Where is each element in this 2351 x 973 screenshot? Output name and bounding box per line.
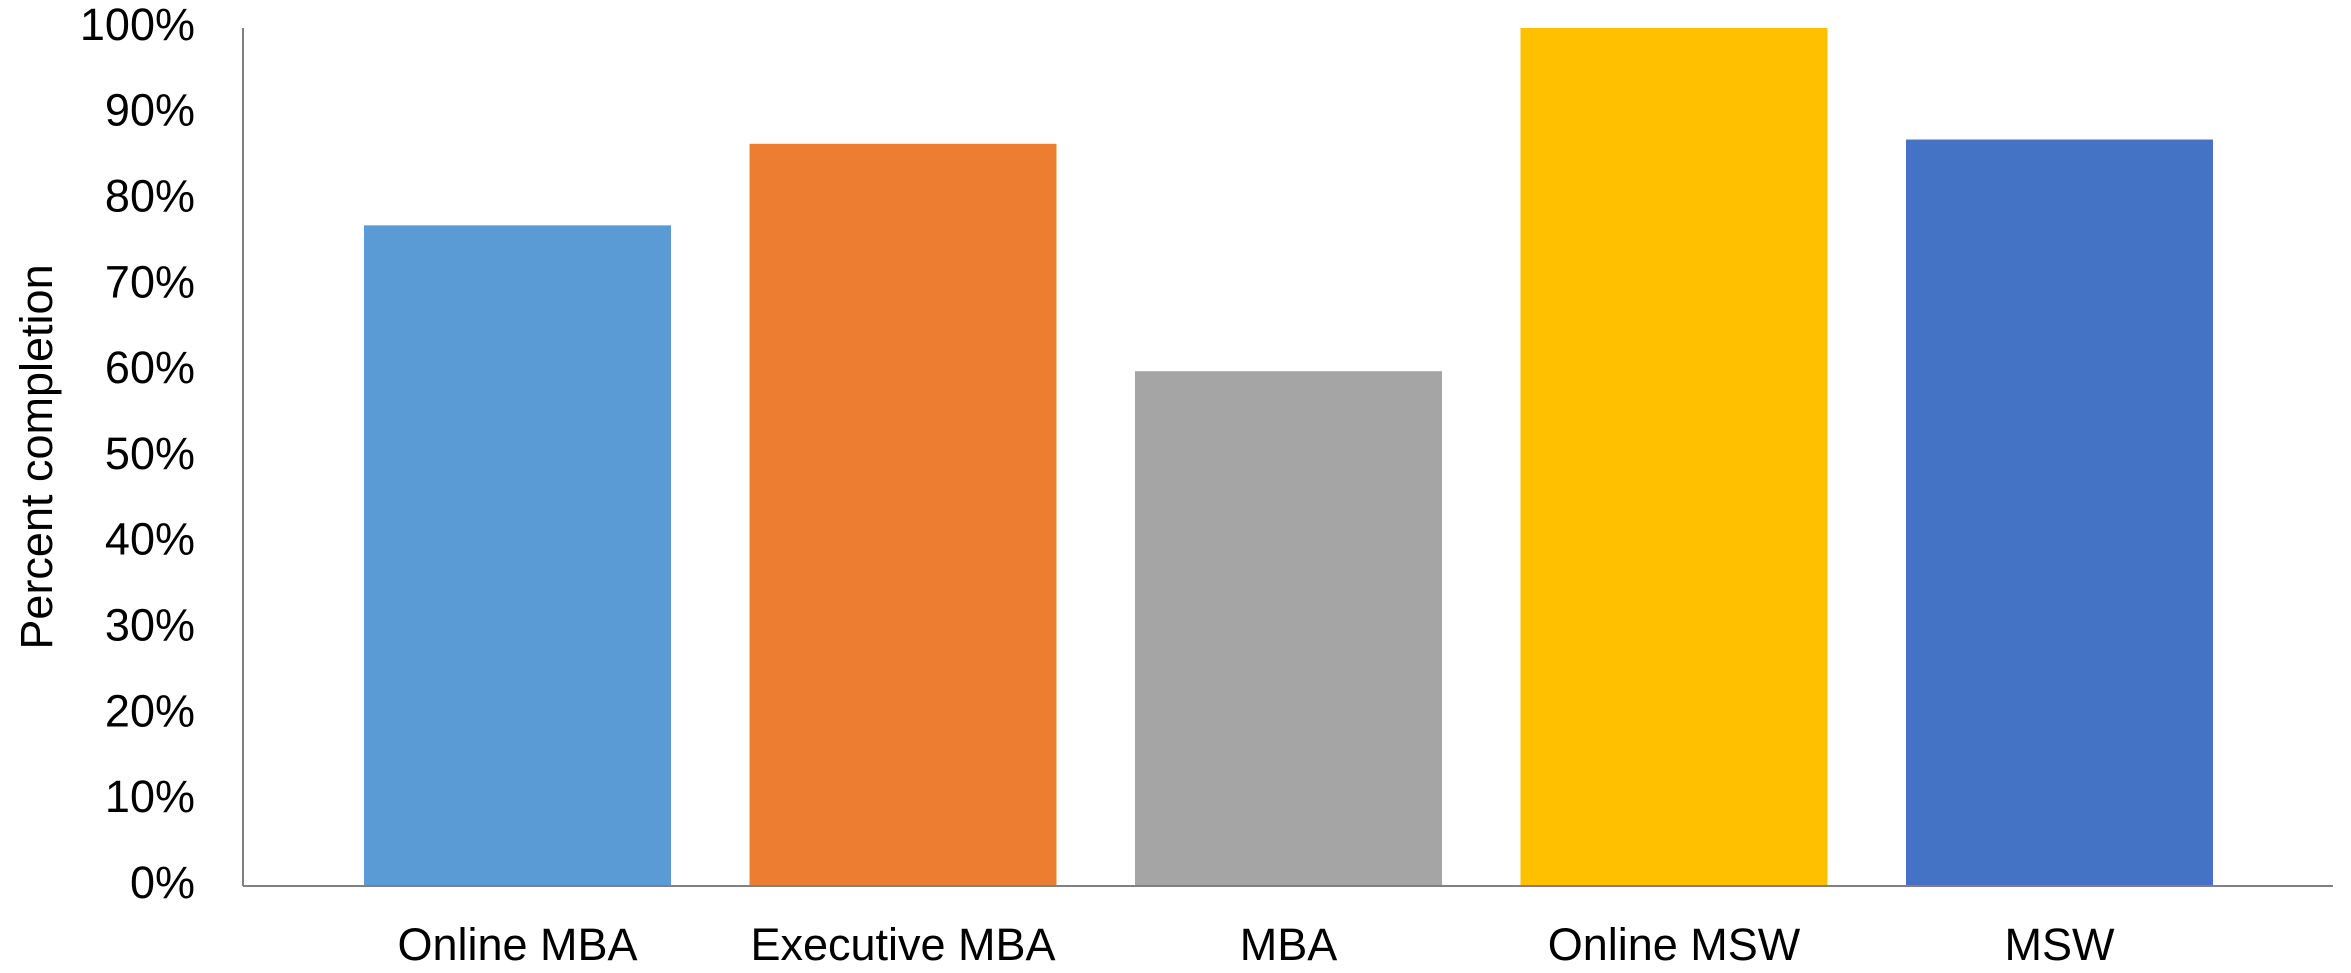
y-tick-label: 0% [130,857,195,908]
bar [749,143,1057,886]
y-tick-label: 30% [105,599,195,650]
bar [1520,28,1828,886]
bar [364,225,671,887]
y-tick-label: 20% [105,685,195,736]
y-tick-label: 100% [80,0,195,50]
x-tick-label: MSW [2005,919,2116,970]
y-axis-label: Percent completion [11,264,62,649]
y-tick-label: 80% [105,170,195,221]
y-tick-label: 90% [105,85,195,136]
x-tick-label: Executive MBA [750,919,1055,970]
y-tick-label: 40% [105,514,195,565]
y-tick-label: 60% [105,342,195,393]
x-tick-label: Online MBA [397,919,637,970]
x-tick-label: Online MSW [1548,919,1801,970]
bar [1906,139,2213,887]
y-tick-label: 10% [105,771,195,822]
bar [1135,371,1442,886]
y-tick-label: 50% [105,428,195,479]
x-tick-label: MBA [1240,919,1338,970]
y-tick-label: 70% [105,256,195,307]
